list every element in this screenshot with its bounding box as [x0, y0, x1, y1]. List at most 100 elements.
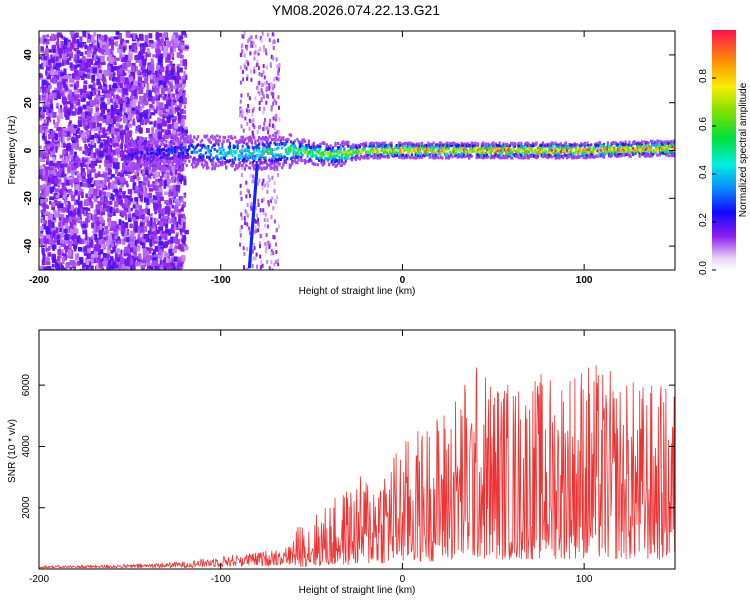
heatmap-cell [56, 102, 59, 107]
heatmap-cell [48, 186, 51, 192]
heatmap-cell [277, 138, 280, 142]
heatmap-cell [124, 142, 127, 146]
heatmap-cell [265, 246, 268, 251]
heatmap-cell [172, 136, 176, 140]
heatmap-cell [334, 158, 337, 162]
heatmap-cell [265, 65, 268, 70]
heatmap-cell [271, 163, 274, 168]
heatmap-cell [168, 203, 174, 207]
heatmap-cell [171, 148, 174, 152]
heatmap-cell [164, 167, 170, 173]
heatmap-cell [295, 160, 298, 164]
heatmap-cell [170, 212, 176, 217]
heatmap-cell [266, 32, 269, 37]
heatmap-cell [136, 176, 139, 182]
heatmap-cell [262, 197, 265, 202]
heatmap-cell [199, 140, 202, 144]
heatmap-cell [222, 156, 225, 160]
heatmap-cell [132, 35, 136, 40]
heatmap-cell [239, 80, 242, 85]
heatmap-cell [241, 144, 244, 148]
heatmap-cell [146, 82, 150, 90]
heatmap-cell [213, 135, 216, 139]
heatmap-cell [67, 200, 70, 207]
heatmap-cell [188, 137, 191, 141]
heatmap-cell [392, 154, 396, 158]
heatmap-cell [79, 66, 83, 71]
heatmap-cell [387, 145, 391, 149]
heatmap-cell [146, 148, 149, 152]
heatmap-cell [43, 152, 47, 157]
heatmap-cell [311, 153, 314, 157]
heatmap-cell [169, 134, 172, 138]
heatmap-cell [244, 147, 247, 151]
heatmap-cell [310, 146, 313, 150]
heatmap-cell [80, 96, 85, 102]
heatmap-cell [207, 144, 210, 148]
heatmap-cell [139, 155, 143, 159]
heatmap-cell [150, 59, 154, 66]
heatmap-cell [408, 150, 411, 154]
heatmap-cell [321, 153, 324, 157]
heatmap-cell [67, 249, 72, 257]
heatmap-cell [118, 98, 123, 104]
heatmap-cell [42, 91, 45, 95]
heatmap-cell [227, 139, 230, 143]
heatmap-cell [166, 178, 171, 185]
heatmap-cell [412, 145, 415, 149]
heatmap-cell [239, 233, 242, 238]
heatmap-cell [345, 140, 349, 144]
heatmap-cell [60, 217, 65, 224]
heatmap-cell [267, 130, 270, 135]
heatmap-cell [119, 184, 123, 190]
heatmap-cell [175, 91, 180, 96]
heatmap-cell [183, 194, 186, 199]
heatmap-cell [305, 159, 308, 163]
heatmap-cell [127, 154, 130, 158]
heatmap-cell [81, 265, 85, 270]
heatmap-cell [264, 183, 267, 188]
heatmap-cell [96, 220, 99, 227]
heatmap-cell [120, 39, 124, 45]
heatmap-cell [169, 60, 173, 68]
heatmap-cell [268, 123, 271, 128]
heatmap-cell [222, 148, 225, 152]
heatmap-cell [277, 105, 280, 110]
heatmap-cell [69, 120, 72, 124]
heatmap-cell [246, 76, 249, 81]
heatmap-cell [102, 244, 106, 248]
heatmap-cell [257, 217, 260, 222]
heatmap-cell [51, 111, 57, 118]
heatmap-cell [146, 157, 151, 163]
heatmap-cell [257, 228, 260, 233]
heatmap-cell [114, 142, 118, 147]
heatmap-cell [148, 39, 154, 44]
heatmap-cell [217, 164, 220, 168]
heatmap-cell [390, 146, 393, 150]
heatmap-cell [181, 175, 187, 180]
heatmap-cell [114, 176, 120, 180]
heatmap-cell [259, 254, 262, 259]
heatmap-cell [154, 42, 159, 49]
heatmap-cell [165, 143, 168, 147]
heatmap-cell [239, 183, 242, 188]
heatmap-cell [124, 155, 127, 159]
heatmap-cell [222, 139, 225, 143]
heatmap-cell [117, 179, 121, 186]
heatmap-cell [377, 150, 380, 154]
heatmap-cell [135, 185, 139, 191]
heatmap-cell [270, 251, 273, 256]
heatmap-cell [251, 146, 254, 150]
heatmap-cell [63, 255, 68, 260]
heatmap-cell [168, 197, 172, 205]
heatmap-cell [60, 232, 64, 239]
heatmap-cell [130, 85, 133, 93]
heatmap-cell [103, 237, 107, 242]
heatmap-cell [124, 252, 127, 257]
heatmap-cell [144, 34, 149, 39]
heatmap-cell [231, 164, 234, 168]
heatmap-cell [254, 145, 257, 149]
heatmap-cell [335, 159, 338, 163]
heatmap-cell [241, 165, 244, 170]
heatmap-cell [202, 165, 205, 169]
